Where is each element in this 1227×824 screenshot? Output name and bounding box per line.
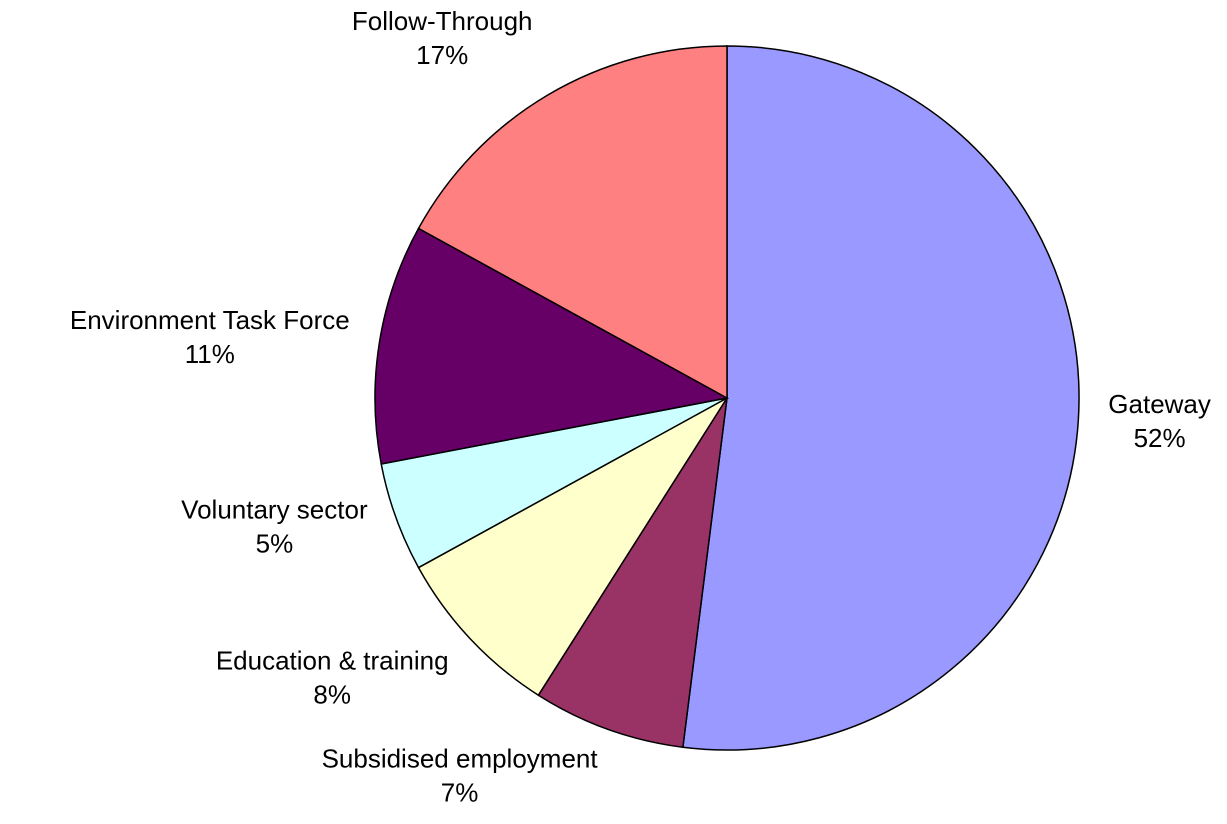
slice-label-value-2: 8% [313,680,351,710]
pie-slice-4 [374,227,730,465]
slice-label-name-5: Follow-Through [352,6,533,36]
slice-label-name-4: Environment Task Force [70,305,350,335]
slice-label-name-0: Gateway [1108,389,1211,419]
pie-slice-2 [417,397,728,697]
slice-label-name-2: Education & training [216,646,449,676]
slice-label-value-3: 5% [256,528,294,558]
slice-label-value-1: 7% [441,777,479,807]
slice-label-value-5: 17% [416,40,468,70]
slice-label-name-3: Voluntary sector [181,494,368,524]
pie-slice-5 [417,45,728,400]
slice-label-value-4: 11% [185,339,235,369]
pie-slices [374,45,1080,751]
slice-label-name-1: Subsidised employment [322,743,599,773]
pie-slice-1 [537,397,728,749]
slice-label-value-0: 52% [1134,423,1186,453]
pie-slice-0 [682,45,1080,751]
pie-labels: Gateway 52% Subsidised employment 7% Educati… [70,6,1211,807]
